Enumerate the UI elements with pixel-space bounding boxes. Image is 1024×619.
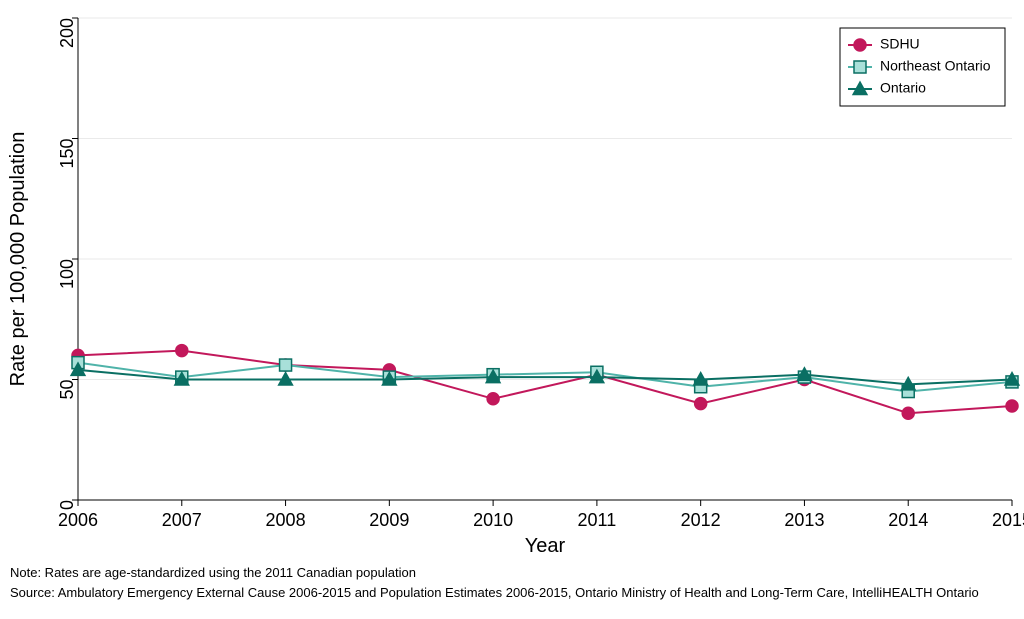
svg-text:Northeast Ontario: Northeast Ontario	[880, 58, 991, 74]
svg-text:Ontario: Ontario	[880, 80, 926, 96]
svg-text:0: 0	[57, 500, 77, 510]
svg-text:2014: 2014	[888, 510, 928, 530]
chart-container: 0 50 100 150 200 2006 2007 2008 2009 2010 2011 2012…	[0, 0, 1024, 614]
svg-text:2015: 2015	[992, 510, 1024, 530]
svg-text:150: 150	[57, 139, 77, 169]
svg-text:2012: 2012	[681, 510, 721, 530]
footnote-source: Source: Ambulatory Emergency External Ca…	[10, 585, 979, 600]
svg-text:2011: 2011	[578, 510, 617, 530]
svg-text:200: 200	[57, 18, 77, 48]
svg-text:2006: 2006	[58, 510, 98, 530]
svg-text:100: 100	[57, 259, 77, 289]
svg-text:50: 50	[57, 380, 77, 400]
svg-text:2007: 2007	[162, 510, 202, 530]
svg-text:2008: 2008	[266, 510, 306, 530]
svg-text:Year: Year	[525, 535, 566, 557]
svg-text:Rate per 100,000 Population: Rate per 100,000 Population	[7, 132, 29, 387]
svg-text:2009: 2009	[369, 510, 409, 530]
svg-text:SDHU: SDHU	[880, 36, 920, 52]
footnote-note: Note: Rates are age-standardized using t…	[10, 565, 416, 580]
line-chart: 0 50 100 150 200 2006 2007 2008 2009 2010 2011 2012…	[0, 0, 1024, 614]
svg-text:2013: 2013	[784, 510, 824, 530]
svg-text:2010: 2010	[473, 510, 513, 530]
